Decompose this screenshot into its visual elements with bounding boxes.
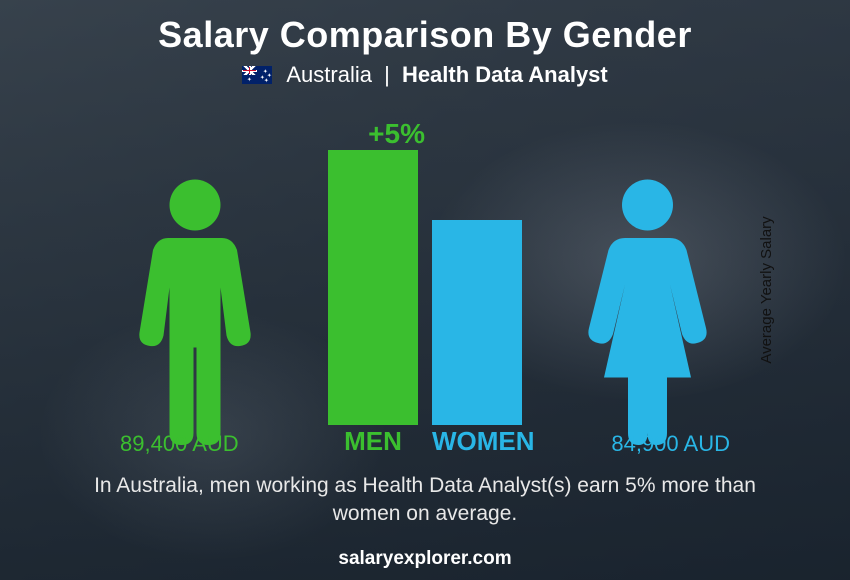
country-label: Australia: [286, 62, 372, 87]
pct-diff-label: +5%: [368, 118, 425, 150]
cat-label-women: WOMEN: [432, 426, 522, 457]
bar-men: [328, 150, 418, 425]
page-title: Salary Comparison By Gender: [0, 14, 850, 56]
male-icon: [120, 175, 270, 445]
salary-women: 84,900 AUD: [611, 431, 730, 457]
flag-icon: ✦ ✦ ✦ ✦ ✦: [242, 66, 272, 84]
source-link[interactable]: salaryexplorer.com: [0, 548, 850, 570]
yaxis-label: Average Yearly Salary: [758, 216, 775, 363]
bar-group: [328, 150, 522, 425]
female-icon: [565, 175, 730, 445]
separator: |: [384, 62, 390, 87]
cat-label-men: MEN: [328, 426, 418, 457]
salary-men: 89,400 AUD: [120, 431, 239, 457]
bar-women: [432, 220, 522, 425]
category-labels: MEN WOMEN: [328, 426, 522, 457]
job-title-label: Health Data Analyst: [402, 62, 608, 87]
subtitle: ✦ ✦ ✦ ✦ ✦ Australia | Health Data Analys…: [0, 62, 850, 88]
chart: +5% MEN WOMEN 89,400 AUD 84,900 AUD: [80, 115, 770, 455]
description: In Australia, men working as Health Data…: [60, 472, 790, 529]
